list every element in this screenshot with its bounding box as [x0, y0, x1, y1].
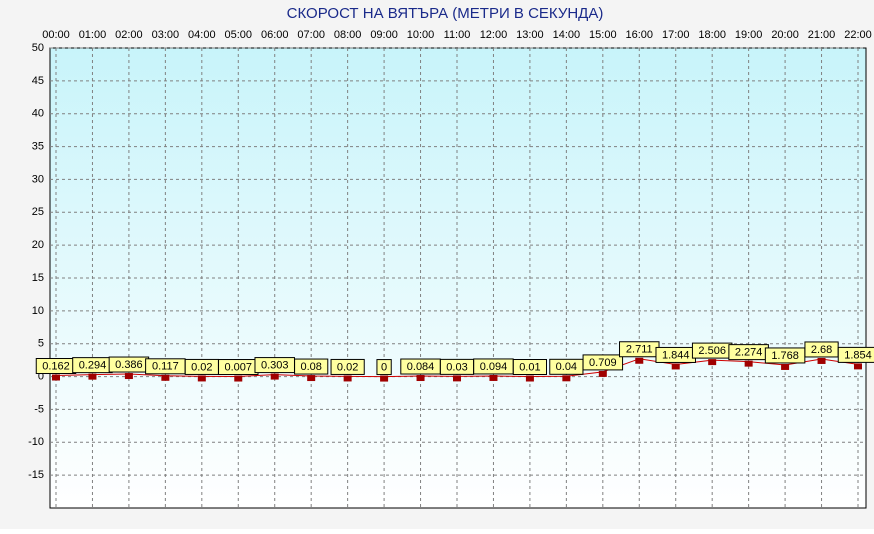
- value-label: 0.294: [79, 360, 107, 372]
- point-marker: [380, 375, 389, 382]
- point-marker: [52, 374, 60, 381]
- point-marker: [817, 357, 826, 364]
- y-tick-label: 30: [32, 173, 44, 185]
- x-tick-label: 10:00: [407, 29, 435, 41]
- value-label: 0.02: [191, 361, 212, 373]
- y-tick-label: 45: [32, 75, 44, 87]
- value-label-box: [376, 359, 392, 376]
- value-label: 0.04: [556, 361, 577, 373]
- y-tick-label: -5: [34, 403, 44, 415]
- value-label: 0.162: [42, 360, 70, 372]
- value-label: 1.854: [844, 349, 872, 361]
- y-tick-label: 20: [32, 239, 44, 251]
- x-tick-label: 21:00: [808, 29, 836, 41]
- x-tick-label: 08:00: [334, 29, 362, 41]
- marks: 0.162 0.294 0.386 0.117 0.02 0.007 0.303 0.08 0.…: [35, 341, 874, 382]
- y-tick-label: 40: [32, 108, 44, 120]
- x-tick-label: 15:00: [589, 29, 617, 41]
- x-tick-label: 12:00: [480, 29, 508, 41]
- point-marker: [708, 359, 717, 366]
- x-tick-label: 00:00: [42, 29, 70, 41]
- point-marker: [416, 375, 425, 382]
- point-marker: [453, 375, 461, 382]
- x-tick-label: 05:00: [225, 29, 253, 41]
- point-marker: [525, 375, 534, 382]
- x-tick-label: 20:00: [771, 29, 799, 41]
- point-marker: [270, 373, 279, 380]
- x-tick-label: 14:00: [553, 29, 581, 41]
- value-label: 0.084: [407, 361, 435, 373]
- value-label: 0.03: [446, 361, 467, 373]
- y-tick-label: 5: [38, 338, 44, 350]
- x-tick-label: 01:00: [79, 29, 107, 41]
- y-tick-label: 35: [32, 140, 44, 152]
- x-tick-label: 04:00: [188, 29, 216, 41]
- x-tick-label: 13:00: [516, 29, 544, 41]
- value-label-box: [330, 358, 365, 375]
- value-label: 0.08: [300, 361, 321, 373]
- point-marker: [854, 363, 862, 370]
- x-tick-label: 16:00: [626, 29, 654, 41]
- point-marker: [307, 375, 316, 382]
- value-label-box: [582, 354, 624, 371]
- x-tick-label: 02:00: [115, 29, 143, 41]
- value-label: 2.274: [735, 347, 763, 359]
- value-label: 1.844: [662, 349, 690, 361]
- value-label: 0.709: [589, 357, 617, 369]
- point-marker: [197, 375, 206, 382]
- point-marker: [234, 375, 243, 382]
- x-tick-label: 19:00: [735, 29, 763, 41]
- point-marker: [124, 373, 133, 380]
- x-tick-label: 07:00: [297, 29, 325, 41]
- point-marker: [598, 370, 607, 377]
- point-marker: [781, 363, 790, 370]
- value-label: 1.768: [771, 350, 799, 362]
- point-marker: [744, 360, 753, 367]
- x-tick-label: 09:00: [370, 29, 398, 41]
- value-label-box: [294, 358, 329, 375]
- value-label: 0.01: [519, 361, 540, 373]
- value-label-box: [837, 346, 874, 363]
- point-marker: [161, 374, 170, 381]
- point-marker: [489, 374, 498, 381]
- value-label: 2.68: [811, 344, 832, 356]
- x-tick-label: 22:00: [844, 29, 872, 41]
- value-label: 0.303: [261, 359, 289, 371]
- point-marker: [635, 357, 644, 364]
- value-label: 0.02: [337, 361, 358, 373]
- value-label: 2.711: [626, 344, 653, 356]
- y-tick-label: 25: [32, 206, 44, 218]
- value-label: 0.007: [225, 361, 253, 373]
- value-label: 0.117: [152, 361, 179, 373]
- y-tick-label: -10: [28, 436, 44, 448]
- point-marker: [88, 373, 97, 380]
- chart-title: СКОРОСТ НА ВЯТЪРА (МЕТРИ В СЕКУНДА): [287, 5, 604, 22]
- point-marker: [671, 363, 680, 370]
- value-label: 2.506: [698, 345, 726, 357]
- x-tick-label: 06:00: [261, 29, 289, 41]
- value-label: 0.386: [115, 359, 143, 371]
- x-tick-label: 03:00: [152, 29, 180, 41]
- x-tick-label: 11:00: [444, 29, 471, 41]
- y-tick-label: 10: [32, 305, 44, 317]
- value-label: 0.094: [480, 361, 508, 373]
- y-tick-label: 15: [32, 272, 44, 284]
- point-marker: [343, 375, 352, 382]
- x-tick-label: 18:00: [698, 29, 726, 41]
- x-tick-label: 17:00: [662, 29, 690, 41]
- value-label-box: [512, 359, 548, 376]
- y-tick-label: 0: [38, 370, 44, 382]
- y-tick-label: -15: [28, 469, 44, 481]
- y-tick-label: 50: [32, 42, 44, 54]
- point-marker: [562, 375, 571, 382]
- value-label: 0: [381, 361, 387, 373]
